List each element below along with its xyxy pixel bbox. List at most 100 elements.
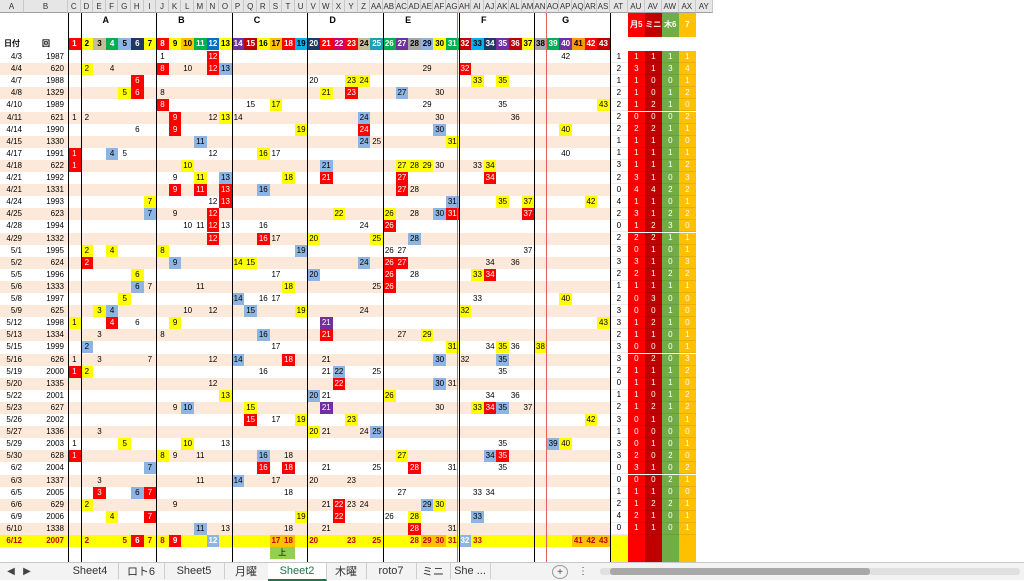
draw-number-cell[interactable]: 1987 bbox=[46, 52, 64, 62]
table-row[interactable] bbox=[0, 184, 610, 197]
number-cell-28[interactable]: 28 bbox=[410, 185, 419, 195]
number-cell-11[interactable]: 11 bbox=[196, 221, 205, 231]
number-cell-6[interactable]: 6 bbox=[135, 318, 140, 328]
number-cell-36[interactable]: 36 bbox=[510, 390, 520, 400]
date-cell[interactable]: 6/10 bbox=[6, 523, 22, 533]
number-cell-34[interactable]: 34 bbox=[485, 487, 495, 497]
draw-number-cell[interactable]: 2006 bbox=[46, 511, 64, 521]
number-cell-25[interactable]: 25 bbox=[372, 463, 382, 473]
number-cell-37[interactable]: 37 bbox=[521, 196, 535, 209]
number-cell-22[interactable]: 22 bbox=[332, 377, 346, 390]
number-cell-22[interactable]: 22 bbox=[332, 208, 346, 221]
number-cell-36[interactable]: 36 bbox=[510, 112, 520, 122]
number-cell-6[interactable]: 6 bbox=[131, 486, 144, 499]
number-cell-21[interactable]: 21 bbox=[320, 159, 333, 172]
number-cell-7[interactable]: 7 bbox=[143, 486, 157, 499]
table-row[interactable] bbox=[0, 87, 610, 100]
column-header-q[interactable]: Q bbox=[244, 0, 257, 13]
number-cell-21[interactable]: 21 bbox=[320, 401, 333, 414]
column-header-x[interactable]: X bbox=[332, 0, 346, 13]
number-cell-7[interactable]: 7 bbox=[147, 281, 153, 291]
number-cell-35[interactable]: 35 bbox=[498, 463, 508, 473]
number-cell-20[interactable]: 20 bbox=[309, 536, 319, 546]
date-cell[interactable]: 5/20 bbox=[6, 378, 22, 388]
column-header-ak[interactable]: AK bbox=[496, 0, 509, 13]
draw-number-cell[interactable]: 1332 bbox=[46, 233, 64, 243]
number-cell-28[interactable]: 28 bbox=[410, 269, 419, 279]
sheet-tab-4[interactable]: Sheet2 bbox=[268, 563, 327, 581]
column-header-l[interactable]: L bbox=[181, 0, 194, 13]
column-header-m[interactable]: M bbox=[194, 0, 207, 13]
date-cell[interactable]: 5/5 bbox=[10, 269, 22, 279]
sheet-tab-5[interactable]: 木曜 bbox=[326, 563, 367, 579]
number-cell-20[interactable]: 20 bbox=[307, 389, 320, 402]
number-cell-14[interactable]: 14 bbox=[231, 474, 245, 487]
column-header-e[interactable]: E bbox=[93, 0, 106, 13]
number-cell-30[interactable]: 30 bbox=[433, 498, 446, 511]
number-cell-40[interactable]: 40 bbox=[559, 438, 572, 451]
number-cell-18[interactable]: 18 bbox=[282, 172, 295, 185]
date-cell[interactable]: 4/4 bbox=[10, 64, 22, 74]
number-cell-23[interactable]: 23 bbox=[345, 414, 358, 427]
draw-number-cell[interactable]: 1996 bbox=[46, 269, 64, 279]
number-cell-9[interactable]: 9 bbox=[172, 173, 178, 183]
number-cell-30[interactable]: 30 bbox=[433, 353, 446, 366]
column-header-t[interactable]: T bbox=[282, 0, 295, 13]
date-cell[interactable]: 6/9 bbox=[10, 511, 22, 521]
table-row[interactable] bbox=[0, 353, 610, 366]
number-cell-30[interactable]: 30 bbox=[433, 377, 446, 390]
number-cell-35[interactable]: 35 bbox=[498, 100, 508, 110]
number-cell-26[interactable]: 26 bbox=[383, 208, 396, 221]
number-cell-23[interactable]: 23 bbox=[347, 499, 356, 509]
table-row[interactable] bbox=[0, 280, 610, 293]
number-cell-10[interactable]: 10 bbox=[183, 306, 193, 316]
number-cell-9[interactable]: 9 bbox=[172, 499, 178, 509]
number-cell-8[interactable]: 8 bbox=[156, 99, 169, 112]
number-cell-17[interactable]: 17 bbox=[271, 342, 281, 352]
number-cell-26[interactable]: 26 bbox=[384, 245, 394, 255]
number-cell-34[interactable]: 34 bbox=[485, 342, 495, 352]
number-cell-20[interactable]: 20 bbox=[307, 232, 320, 245]
number-cell-11[interactable]: 11 bbox=[196, 281, 205, 291]
draw-number-cell[interactable]: 2002 bbox=[46, 415, 64, 425]
column-header-y[interactable]: Y bbox=[345, 0, 358, 13]
column-header-w[interactable]: W bbox=[320, 0, 333, 13]
draw-number-cell[interactable]: 1333 bbox=[46, 281, 64, 291]
number-cell-9[interactable]: 9 bbox=[172, 451, 178, 461]
number-cell-8[interactable]: 8 bbox=[160, 330, 165, 340]
number-cell-12[interactable]: 12 bbox=[208, 378, 218, 388]
number-cell-17[interactable]: 17 bbox=[271, 415, 281, 425]
number-cell-32[interactable]: 32 bbox=[458, 305, 472, 318]
number-cell-17[interactable]: 17 bbox=[269, 99, 283, 112]
draw-number-cell[interactable]: 627 bbox=[50, 402, 64, 412]
column-header-ar[interactable]: AR bbox=[584, 0, 598, 13]
number-cell-8[interactable]: 8 bbox=[160, 88, 165, 98]
number-cell-1[interactable]: 1 bbox=[72, 439, 77, 449]
number-cell-2[interactable]: 2 bbox=[80, 498, 94, 511]
number-cell-11[interactable]: 11 bbox=[196, 451, 205, 461]
number-cell-3[interactable]: 3 bbox=[93, 486, 106, 499]
draw-number-cell[interactable]: 1337 bbox=[46, 475, 64, 485]
number-cell-33[interactable]: 33 bbox=[471, 268, 484, 281]
number-cell-9[interactable]: 9 bbox=[172, 209, 178, 219]
number-cell-21[interactable]: 21 bbox=[320, 317, 333, 330]
column-header-ay[interactable]: AY bbox=[695, 0, 713, 13]
date-cell[interactable]: 4/17 bbox=[6, 148, 22, 158]
number-cell-6[interactable]: 6 bbox=[131, 268, 144, 281]
number-cell-12[interactable]: 12 bbox=[208, 148, 218, 158]
number-cell-16[interactable]: 16 bbox=[257, 329, 270, 342]
date-cell[interactable]: 5/13 bbox=[6, 330, 22, 340]
column-header-ab[interactable]: AB bbox=[383, 0, 396, 13]
number-cell-16[interactable]: 16 bbox=[258, 294, 268, 304]
number-cell-5[interactable]: 5 bbox=[118, 438, 131, 451]
column-header-ap[interactable]: AP bbox=[559, 0, 572, 13]
column-header-at[interactable]: AT bbox=[609, 0, 628, 13]
number-cell-20[interactable]: 20 bbox=[307, 268, 320, 281]
sheet-tab-0[interactable]: Sheet4 bbox=[62, 563, 119, 579]
number-cell-18[interactable]: 18 bbox=[282, 353, 295, 366]
number-cell-29[interactable]: 29 bbox=[420, 535, 434, 548]
column-header-j[interactable]: J bbox=[156, 0, 169, 13]
number-cell-17[interactable]: 17 bbox=[271, 294, 281, 304]
column-header-s[interactable]: S bbox=[269, 0, 283, 13]
number-cell-5[interactable]: 5 bbox=[122, 148, 127, 158]
